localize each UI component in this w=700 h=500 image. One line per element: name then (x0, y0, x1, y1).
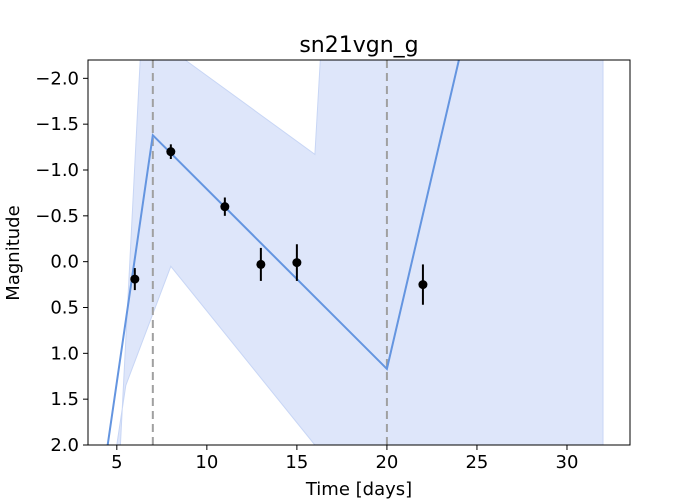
y-axis-ticks: −2.0 −1.5 −1.0 −0.5 0.0 0.5 1.0 1.5 2.0 (35, 68, 88, 456)
data-point (292, 258, 302, 268)
y-tick-label: −1.0 (35, 160, 79, 181)
x-tick-label: 25 (465, 452, 488, 473)
band-layer (98, 60, 604, 445)
y-tick-label: −1.5 (35, 114, 79, 135)
y-tick-label: −0.5 (35, 206, 79, 227)
chart-title: sn21vgn_g (299, 33, 418, 58)
y-axis-label: Magnitude (3, 205, 24, 300)
uncertainty-band (98, 60, 604, 445)
model-line (106, 60, 460, 445)
x-tick-label: 15 (285, 452, 308, 473)
x-tick-label: 10 (195, 452, 218, 473)
y-tick-label: 0.0 (50, 252, 79, 273)
plot-frame (87, 59, 631, 446)
y-tick-label: 1.0 (50, 343, 79, 364)
model-line-layer (106, 60, 460, 445)
x-tick-label: 30 (556, 452, 579, 473)
y-tick-label: −2.0 (35, 68, 79, 89)
data-point (220, 202, 230, 212)
data-point (166, 147, 176, 157)
observation-layer (130, 144, 428, 305)
x-tick-label: 20 (375, 452, 398, 473)
x-axis-label: Time [days] (305, 479, 412, 500)
y-tick-label: 0.5 (50, 298, 79, 319)
data-point (130, 274, 140, 284)
x-tick-label: 5 (111, 452, 122, 473)
x-axis-ticks: 5 10 15 20 25 30 (111, 445, 578, 473)
y-tick-label: 2.0 (50, 435, 79, 456)
data-point (256, 259, 266, 269)
data-point (418, 280, 428, 290)
y-tick-label: 1.5 (50, 389, 79, 410)
